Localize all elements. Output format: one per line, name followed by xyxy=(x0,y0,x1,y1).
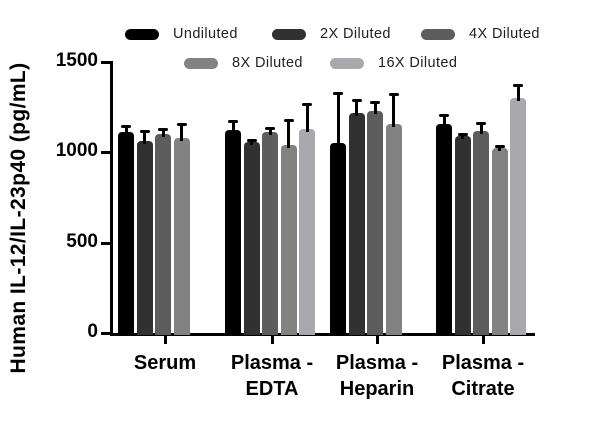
error-bar-stem-plasma-heparin-8x-diluted xyxy=(392,93,395,128)
x-category-line: Heparin xyxy=(339,378,415,400)
y-axis-title: Human IL-12/IL-23p40 (pg/mL) xyxy=(7,62,30,374)
y-tick-label-1000: 1000 xyxy=(55,140,98,162)
error-bar-stem-plasma-edta-8x-diluted xyxy=(287,119,290,149)
error-bar-cap-serum-8x-diluted xyxy=(176,123,187,127)
error-bar-stem-plasma-heparin-2x-diluted xyxy=(355,99,358,116)
error-bar-cap-plasma-edta-2x-diluted xyxy=(246,139,257,143)
legend-swatch-8x-diluted-icon xyxy=(184,57,218,69)
error-bar-stem-plasma-edta-undiluted xyxy=(231,120,235,133)
bar-plasma-citrate-4x-diluted xyxy=(473,130,489,335)
bar-plasma-heparin-4x-diluted xyxy=(367,110,383,335)
error-bar-cap-plasma-citrate-16x-diluted xyxy=(513,84,523,88)
error-bar-cap-plasma-heparin-undiluted xyxy=(333,91,343,95)
error-bar-stem-plasma-edta-2x-diluted xyxy=(250,140,253,146)
legend-label-8x-diluted: 8X Diluted xyxy=(232,55,303,71)
legend-item-2x-diluted: 2X Diluted xyxy=(272,26,391,42)
x-category-label-plasma-citrate: Plasma - Citrate xyxy=(408,350,558,402)
error-bar-stem-serum-4x-diluted xyxy=(161,128,165,138)
x-category-line: Plasma - xyxy=(335,352,419,374)
error-bar-cap-plasma-edta-4x-diluted xyxy=(265,126,275,130)
bar-serum-undiluted xyxy=(118,132,134,335)
bar-plasma-heparin-8x-diluted xyxy=(385,124,402,335)
x-tick-plasma-heparin xyxy=(375,336,379,344)
x-tick-plasma-citrate xyxy=(481,336,485,344)
error-bar-cap-plasma-heparin-8x-diluted xyxy=(388,92,399,96)
error-bar-stem-plasma-heparin-undiluted xyxy=(336,92,340,147)
error-bar-cap-plasma-edta-undiluted xyxy=(228,119,238,123)
legend-item-8x-diluted: 8X Diluted xyxy=(184,55,303,71)
x-tick-plasma-edta xyxy=(270,336,274,344)
bar-plasma-edta-2x-diluted xyxy=(243,142,260,335)
error-bar-stem-serum-undiluted xyxy=(124,126,128,136)
legend-swatch-4x-diluted-icon xyxy=(421,28,455,40)
x-tick-serum xyxy=(163,336,167,344)
error-bar-stem-serum-8x-diluted xyxy=(180,124,183,141)
bar-serum-2x-diluted xyxy=(136,140,153,335)
bar-plasma-edta-8x-diluted xyxy=(280,145,297,335)
bar-plasma-heparin-undiluted xyxy=(330,143,346,335)
error-bar-stem-plasma-citrate-undiluted xyxy=(442,115,446,128)
error-bar-cap-plasma-citrate-2x-diluted xyxy=(457,132,468,136)
error-bar-cap-serum-4x-diluted xyxy=(158,127,168,131)
error-bar-stem-serum-2x-diluted xyxy=(143,130,146,144)
error-bar-cap-plasma-citrate-4x-diluted xyxy=(476,121,486,125)
legend-item-undiluted: Undiluted xyxy=(125,26,238,42)
bar-serum-4x-diluted xyxy=(155,134,171,335)
legend-label-2x-diluted: 2X Diluted xyxy=(320,26,391,42)
y-tick-1000 xyxy=(101,151,110,155)
error-bar-stem-plasma-edta-4x-diluted xyxy=(268,127,272,136)
error-bar-cap-plasma-citrate-8x-diluted xyxy=(494,144,505,148)
error-bar-cap-serum-undiluted xyxy=(121,125,131,129)
bar-plasma-edta-4x-diluted xyxy=(262,132,278,335)
x-category-line: Plasma - xyxy=(230,352,314,374)
bar-plasma-heparin-2x-diluted xyxy=(348,112,365,335)
bar-plasma-citrate-8x-diluted xyxy=(491,147,508,335)
legend-label-undiluted: Undiluted xyxy=(173,26,238,42)
legend-item-4x-diluted: 4X Diluted xyxy=(421,26,540,42)
error-bar-stem-plasma-heparin-4x-diluted xyxy=(373,101,377,114)
bar-plasma-edta-undiluted xyxy=(225,129,241,335)
x-axis-line xyxy=(110,333,535,336)
bar-plasma-citrate-2x-diluted xyxy=(454,136,471,335)
legend-item-16x-diluted: 16X Diluted xyxy=(330,55,458,71)
error-bar-stem-plasma-citrate-2x-diluted xyxy=(461,133,464,140)
error-bar-stem-plasma-citrate-16x-diluted xyxy=(516,85,520,102)
error-bar-cap-plasma-edta-8x-diluted xyxy=(283,118,294,122)
legend-swatch-2x-diluted-icon xyxy=(272,28,306,40)
bar-plasma-edta-16x-diluted xyxy=(299,128,315,335)
error-bar-stem-plasma-citrate-8x-diluted xyxy=(498,145,501,151)
error-bar-cap-plasma-heparin-2x-diluted xyxy=(351,98,362,102)
error-bar-stem-plasma-edta-16x-diluted xyxy=(305,103,309,132)
x-category-line: Citrate xyxy=(451,378,515,400)
error-bar-cap-serum-2x-diluted xyxy=(139,129,150,133)
bar-plasma-citrate-undiluted xyxy=(436,124,452,335)
legend-swatch-undiluted-icon xyxy=(125,28,159,40)
error-bar-cap-plasma-edta-16x-diluted xyxy=(302,102,312,106)
x-category-label-plasma-edta: Plasma - EDTA xyxy=(197,350,347,402)
y-tick-0 xyxy=(101,332,110,335)
x-category-line: Plasma - xyxy=(441,352,525,374)
error-bar-cap-plasma-citrate-undiluted xyxy=(439,114,449,118)
legend-swatch-16x-diluted-icon xyxy=(330,57,364,69)
bar-serum-8x-diluted xyxy=(173,137,190,335)
error-bar-stem-plasma-citrate-4x-diluted xyxy=(479,122,483,134)
y-tick-label-500: 500 xyxy=(66,230,98,252)
x-category-label-plasma-heparin: Plasma - Heparin xyxy=(302,350,452,402)
y-tick-label-1500: 1500 xyxy=(55,50,98,71)
legend-label-16x-diluted: 16X Diluted xyxy=(378,55,458,71)
x-category-line: EDTA xyxy=(245,378,299,400)
y-tick-1500 xyxy=(101,61,110,64)
bar-plasma-citrate-16x-diluted xyxy=(510,98,526,335)
x-category-label-serum: Serum xyxy=(90,350,240,376)
y-tick-label-0: 0 xyxy=(87,321,98,342)
y-tick-500 xyxy=(101,241,110,245)
x-category-line: Serum xyxy=(133,352,197,374)
legend-label-4x-diluted: 4X Diluted xyxy=(469,26,540,42)
y-axis-line xyxy=(110,61,113,336)
error-bar-cap-plasma-heparin-4x-diluted xyxy=(370,100,380,104)
